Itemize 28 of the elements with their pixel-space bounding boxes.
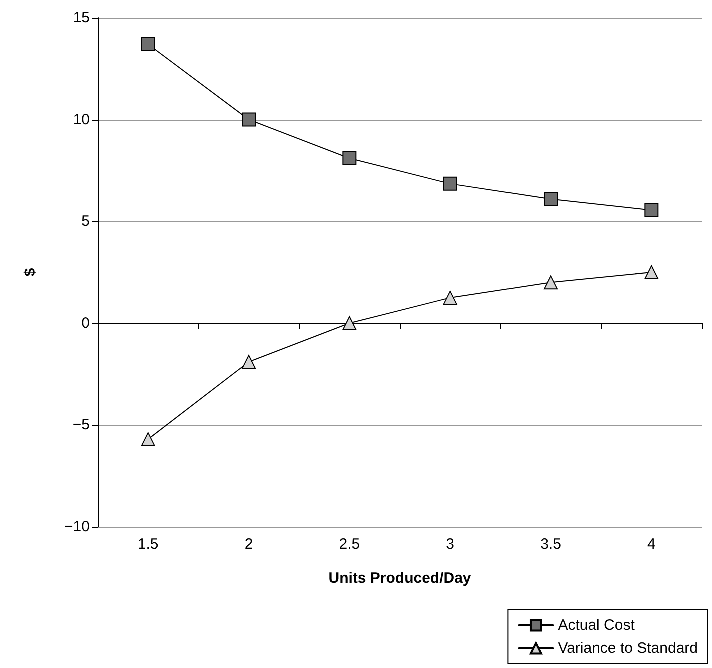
legend-label: Variance to Standard bbox=[558, 640, 698, 657]
point bbox=[141, 432, 156, 446]
point bbox=[242, 355, 256, 370]
x-tick-label: 3 bbox=[446, 536, 455, 553]
x-tick-label: 1.5 bbox=[138, 536, 159, 553]
x-tick-label: 2 bbox=[244, 536, 254, 553]
x-tick-label: 2.5 bbox=[339, 536, 360, 553]
y-tick-label: 15 bbox=[73, 10, 90, 26]
point bbox=[544, 192, 558, 206]
y-tick-label: −5 bbox=[72, 416, 90, 434]
x-tick-label: 3.5 bbox=[540, 536, 562, 553]
y-tick-label: 5 bbox=[82, 213, 90, 230]
y-axis-title: $ bbox=[22, 268, 39, 277]
point bbox=[443, 290, 458, 305]
point bbox=[443, 176, 458, 191]
point bbox=[141, 37, 156, 52]
point bbox=[644, 266, 659, 280]
point bbox=[644, 203, 659, 218]
point bbox=[242, 112, 256, 127]
point bbox=[342, 151, 357, 166]
point bbox=[544, 276, 558, 290]
x-tick-label: 4 bbox=[647, 536, 656, 553]
y-tick-label: −10 bbox=[64, 518, 90, 536]
x-axis-title: Units Produced/Day bbox=[328, 570, 472, 587]
y-tick-label: 10 bbox=[73, 111, 90, 128]
legend-label: Actual Cost bbox=[558, 617, 636, 634]
point bbox=[342, 316, 357, 330]
y-tick-label: 0 bbox=[82, 314, 90, 332]
